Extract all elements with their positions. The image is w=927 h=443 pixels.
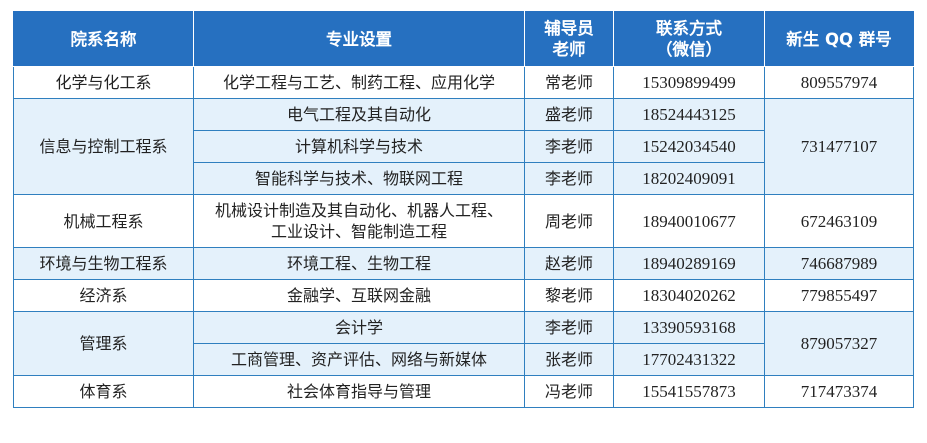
counselor-contact-table-container: 院系名称 专业设置 辅导员老师 联系方式 （微信） 新生 QQ 群号 化学与化工系… — [13, 11, 914, 408]
teacher-cell: 李老师 — [524, 162, 614, 195]
header-contact-line2: （微信） — [656, 40, 722, 59]
header-contact-line1: 联系方式 — [656, 19, 722, 38]
phone-cell: 18940010677 — [613, 194, 765, 248]
header-dept: 院系名称 — [13, 11, 194, 67]
table-row: 智能科学与技术、物联网工程 李老师 18202409091 — [14, 162, 914, 195]
dept-cell: 化学与化工系 — [13, 66, 194, 99]
dept-cell: 体育系 — [13, 375, 194, 408]
table-row: 工商管理、资产评估、网络与新媒体 张老师 17702431322 — [14, 343, 914, 376]
header-counselor-line2: 老师 — [552, 40, 586, 59]
table-row: 管理系 会计学 李老师 13390593168 879057327 — [13, 311, 914, 376]
table-row: 化学与化工系 化学工程与工艺、制药工程、应用化学 常老师 15309899499… — [13, 66, 914, 99]
phone-cell: 18202409091 — [613, 162, 765, 195]
major-cell: 计算机科学与技术 — [193, 130, 525, 163]
dept-cell: 机械工程系 — [13, 194, 194, 248]
qq-cell: 879057327 — [764, 311, 914, 376]
phone-cell: 18524443125 — [613, 98, 765, 131]
teacher-cell: 李老师 — [524, 311, 614, 344]
major-cell: 金融学、互联网金融 — [193, 279, 525, 312]
major-cell: 社会体育指导与管理 — [193, 375, 525, 408]
table-row: 经济系 金融学、互联网金融 黎老师 18304020262 779855497 — [13, 279, 914, 312]
qq-cell: 672463109 — [764, 194, 914, 248]
table-row: 环境与生物工程系 环境工程、生物工程 赵老师 18940289169 74668… — [13, 247, 914, 280]
dept-cell: 环境与生物工程系 — [13, 247, 194, 280]
header-qq: 新生 QQ 群号 — [764, 11, 914, 67]
table-header: 院系名称 专业设置 辅导员老师 联系方式 （微信） 新生 QQ 群号 — [13, 11, 914, 67]
dept-cell: 经济系 — [13, 279, 194, 312]
header-row: 院系名称 专业设置 辅导员老师 联系方式 （微信） 新生 QQ 群号 — [13, 11, 914, 67]
major-cell: 化学工程与工艺、制药工程、应用化学 — [193, 66, 525, 99]
major-cell: 会计学 — [193, 311, 525, 344]
major-line2: 工业设计、智能制造工程 — [270, 222, 447, 241]
qq-cell: 717473374 — [764, 375, 914, 408]
major-cell: 环境工程、生物工程 — [193, 247, 525, 280]
phone-cell: 18304020262 — [613, 279, 765, 312]
phone-cell: 13390593168 — [613, 311, 765, 344]
qq-cell: 779855497 — [764, 279, 914, 312]
table-row: 体育系 社会体育指导与管理 冯老师 15541557873 717473374 — [13, 375, 914, 408]
dept-cell: 信息与控制工程系 — [13, 98, 194, 195]
table-row: 信息与控制工程系 电气工程及其自动化 盛老师 18524443125 73147… — [13, 98, 914, 195]
teacher-cell: 李老师 — [524, 130, 614, 163]
table-row: 机械工程系 机械设计制造及其自动化、机器人工程、 工业设计、智能制造工程 周老师 … — [13, 194, 914, 248]
phone-cell: 15541557873 — [613, 375, 765, 408]
teacher-cell: 盛老师 — [524, 98, 614, 131]
qq-cell: 731477107 — [764, 98, 914, 195]
teacher-cell: 常老师 — [524, 66, 614, 99]
qq-cell: 809557974 — [764, 66, 914, 99]
qq-cell: 746687989 — [764, 247, 914, 280]
table-body: 化学与化工系 化学工程与工艺、制药工程、应用化学 常老师 15309899499… — [13, 66, 914, 408]
teacher-cell: 赵老师 — [524, 247, 614, 280]
teacher-cell: 冯老师 — [524, 375, 614, 408]
dept-cell: 管理系 — [13, 311, 194, 376]
table-row: 计算机科学与技术 李老师 15242034540 — [14, 130, 914, 163]
major-cell: 机械设计制造及其自动化、机器人工程、 工业设计、智能制造工程 — [193, 194, 525, 248]
phone-cell: 18940289169 — [613, 247, 765, 280]
header-major: 专业设置 — [193, 11, 525, 67]
major-cell: 工商管理、资产评估、网络与新媒体 — [193, 343, 525, 376]
phone-cell: 15309899499 — [613, 66, 765, 99]
phone-cell: 17702431322 — [613, 343, 765, 376]
major-cell: 电气工程及其自动化 — [193, 98, 525, 131]
phone-cell: 15242034540 — [613, 130, 765, 163]
counselor-contact-table: 院系名称 专业设置 辅导员老师 联系方式 （微信） 新生 QQ 群号 化学与化工系… — [13, 11, 914, 408]
teacher-cell: 周老师 — [524, 194, 614, 248]
major-cell: 智能科学与技术、物联网工程 — [193, 162, 525, 195]
header-counselor-line1: 辅导员 — [544, 19, 594, 38]
teacher-cell: 黎老师 — [524, 279, 614, 312]
teacher-cell: 张老师 — [524, 343, 614, 376]
major-line1: 机械设计制造及其自动化、机器人工程、 — [214, 201, 503, 220]
header-counselor: 辅导员 老师 — [524, 11, 614, 67]
header-contact: 联系方式 （微信） — [613, 11, 765, 67]
